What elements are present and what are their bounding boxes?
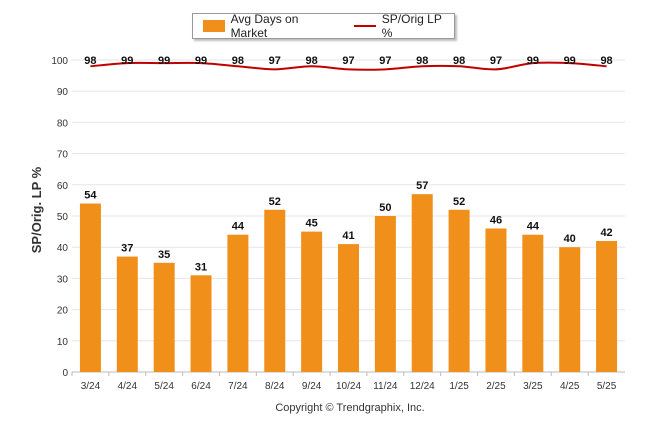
x-tick-label: 3/25 [523,381,543,392]
y-tick-label: 100 [51,56,68,67]
line-value-label: 98 [306,55,318,67]
bar [116,256,138,372]
bar-value-label: 44 [527,221,540,233]
legend-bar-swatch [203,20,225,32]
line-value-label: 97 [269,55,281,67]
bar-value-label: 46 [490,214,502,226]
bar [448,209,470,372]
bar [190,275,212,372]
bar-value-label: 37 [121,243,133,255]
line-value-label: 99 [564,55,576,67]
line-value-label: 98 [416,55,428,67]
x-tick-label: 8/24 [265,381,285,392]
bar [559,247,581,372]
bar-value-label: 35 [158,249,170,261]
line-value-label: 97 [379,55,391,67]
x-tick-label: 6/24 [191,381,211,392]
y-tick-label: 60 [57,181,69,192]
bar-value-label: 52 [269,196,281,208]
bar [79,203,101,372]
legend-line-swatch [354,25,376,27]
line-value-label: 99 [527,55,539,67]
line-value-label: 99 [158,55,170,67]
x-tick-label: 11/24 [373,381,398,392]
legend-line-label: SP/Orig LP % [381,12,442,40]
bar [485,228,507,372]
legend: Avg Days on Market SP/Orig LP % [192,12,455,40]
bar [374,216,396,372]
legend-bar-label: Avg Days on Market [230,12,299,40]
copyright-text: Copyright © Trendgraphix, Inc. [275,402,425,414]
bar-value-label: 31 [195,261,207,273]
bar-value-label: 42 [600,227,612,239]
bar [522,234,544,372]
bar [264,209,286,372]
y-tick-label: 80 [57,118,69,129]
line-value-label: 98 [453,55,465,67]
y-tick-label: 30 [57,274,69,285]
bar [596,240,618,372]
y-axis-label: SP/Orig. LP % [29,166,44,254]
legend-item-sp-orig-lp[interactable]: SP/Orig LP % [336,12,454,40]
x-tick-label: 5/24 [154,381,174,392]
y-tick-label: 50 [57,212,69,223]
bar [338,244,359,372]
bar [301,231,323,372]
x-tick-label: 7/24 [228,381,248,392]
x-tick-label: 4/24 [118,381,138,392]
bar-value-label: 54 [84,190,97,202]
line-value-label: 98 [84,55,96,67]
bar-value-label: 44 [232,221,245,233]
bar [227,234,249,372]
x-tick-label: 9/24 [302,381,322,392]
bar-value-label: 45 [306,218,318,230]
x-tick-label: 2/25 [486,381,506,392]
line-value-label: 97 [490,55,502,67]
bar [153,262,175,372]
x-tick-label: 3/24 [81,381,101,392]
line-value-label: 97 [342,55,354,67]
bar-value-label: 40 [564,233,576,245]
bar-value-label: 57 [416,180,428,192]
bar-value-label: 41 [342,230,354,242]
y-tick-label: 90 [57,87,69,98]
x-tick-label: 1/25 [449,381,469,392]
x-tick-label: 10/24 [336,381,361,392]
line-value-label: 99 [121,55,133,67]
x-tick-label: 12/24 [410,381,435,392]
y-tick-label: 70 [57,150,69,161]
line-value-label: 99 [195,55,207,67]
line-value-label: 98 [600,55,612,67]
x-tick-label: 4/25 [560,381,580,392]
bar-value-label: 52 [453,196,465,208]
bar-value-label: 50 [379,202,391,214]
legend-item-days-on-market[interactable]: Avg Days on Market [193,12,336,40]
line-value-label: 98 [232,55,244,67]
y-tick-label: 20 [57,306,69,317]
y-tick-label: 0 [62,368,68,379]
bar [411,194,433,372]
sp-orig-lp-line [90,61,607,71]
x-tick-label: 5/25 [597,381,617,392]
y-tick-label: 40 [57,243,69,254]
y-tick-label: 10 [57,337,69,348]
